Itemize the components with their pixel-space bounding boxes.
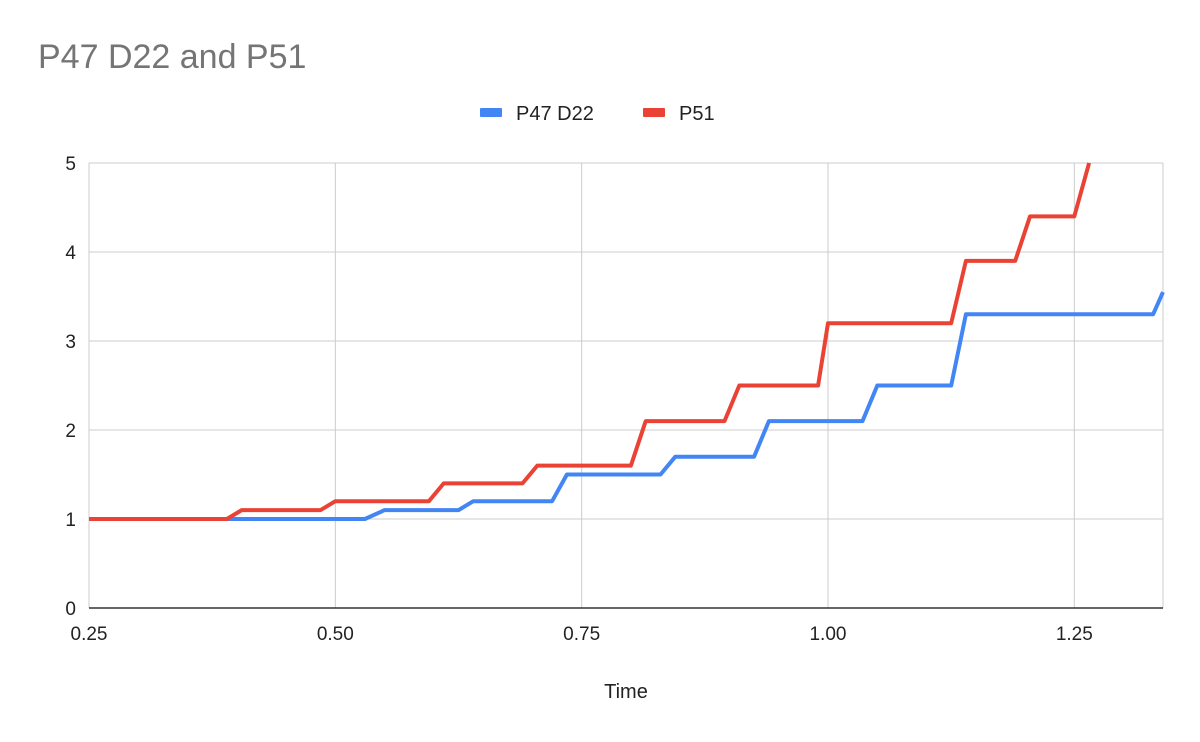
legend: P47 D22 P51 (480, 103, 715, 125)
legend-label-p51: P51 (679, 103, 715, 125)
legend-swatch-p47 (480, 108, 502, 117)
series-line-p47-d22 (89, 291, 1165, 521)
y-tick-label: 5 (65, 154, 76, 175)
gridlines (88, 162, 1164, 608)
x-tick-label: 0.75 (563, 624, 600, 645)
series-lines (89, 162, 1165, 521)
y-tick-label: 4 (65, 243, 76, 264)
x-tick-label: 1.00 (809, 624, 846, 645)
y-tick-label: 1 (65, 510, 76, 531)
y-tick-label: 2 (65, 421, 76, 442)
y-tick-label: 0 (65, 599, 76, 620)
legend-label-p47: P47 D22 (516, 103, 594, 125)
chart-title: P47 D22 and P51 (38, 38, 306, 76)
x-axis-title: Time (604, 681, 648, 703)
x-tick-label: 0.50 (317, 624, 354, 645)
y-tick-label: 3 (65, 332, 76, 353)
x-axis-ticks: 0.25 0.50 0.75 1.00 1.25 (71, 624, 1093, 645)
y-axis-ticks: 0 1 2 3 4 5 (65, 154, 76, 620)
legend-swatch-p51 (643, 108, 665, 117)
x-tick-label: 1.25 (1056, 624, 1093, 645)
x-tick-label: 0.25 (71, 624, 108, 645)
series-line-p51 (89, 162, 1092, 521)
